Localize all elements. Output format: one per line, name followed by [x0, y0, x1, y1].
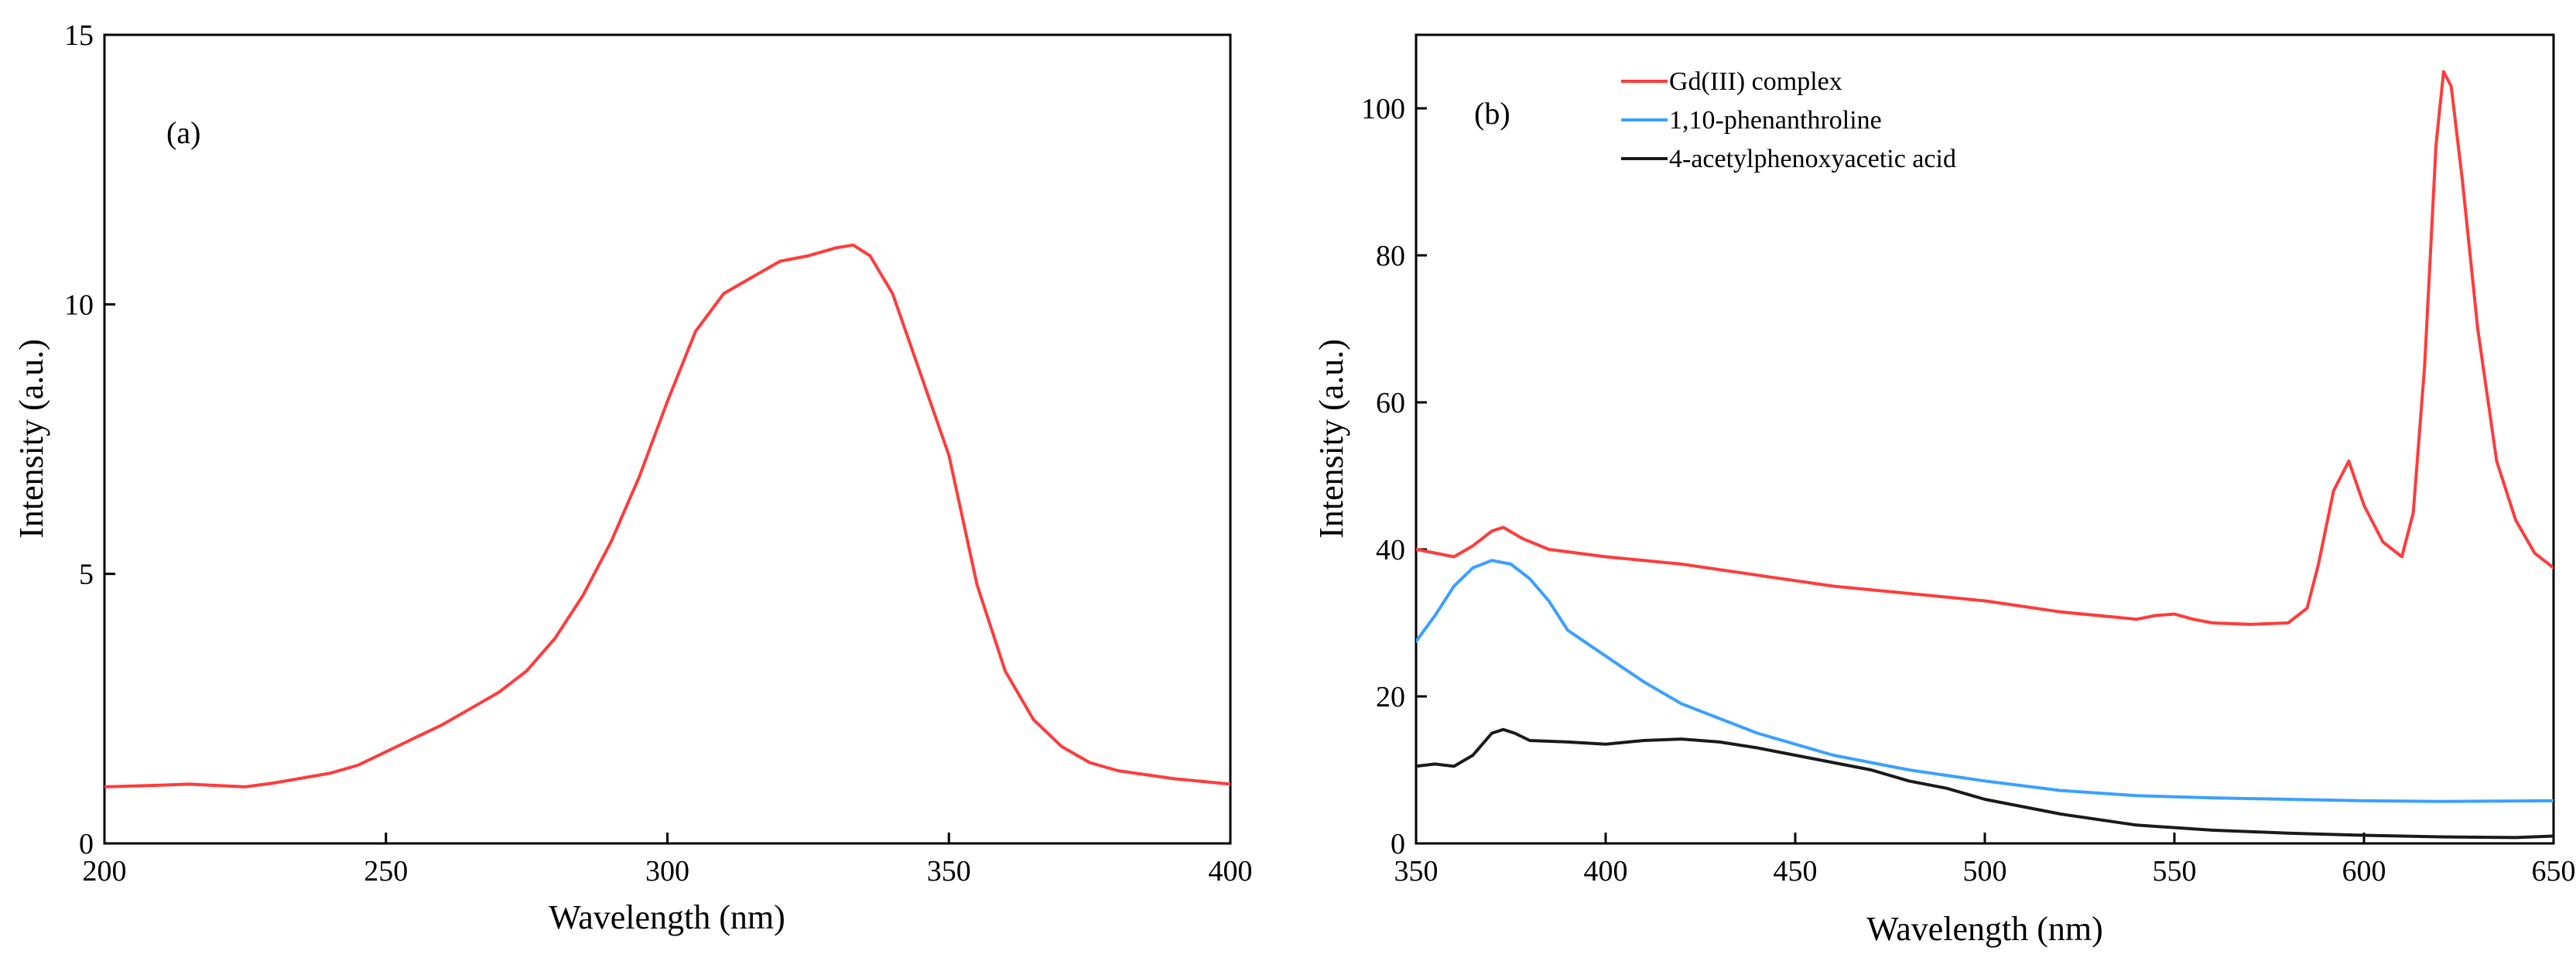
y-tick-label: 100: [1361, 93, 1405, 125]
x-tick-label: 600: [2342, 855, 2386, 888]
x-tick-label: 650: [2532, 855, 2576, 888]
x-tick-label: 400: [1209, 855, 1253, 888]
y-tick-label: 0: [1391, 828, 1405, 860]
x-tick-label: 400: [1584, 855, 1628, 888]
series-line: [1416, 727, 2554, 840]
y-tick-label: 10: [64, 289, 94, 321]
x-tick-label: 250: [364, 855, 408, 888]
panel-label: (b): [1474, 96, 1510, 131]
legend-label: 1,10-phenanthroline: [1669, 106, 1882, 135]
series-line: [104, 243, 1230, 788]
x-tick-label: 450: [1774, 855, 1818, 888]
y-tick-label: 15: [64, 19, 94, 52]
legend-label: 4-acetylphenoxyacetic acid: [1669, 145, 1956, 173]
panel-b: 350 400 450 500 550 600 650 0 20 40 60 80 100 Wavelen…: [1312, 33, 2576, 948]
y-axis-title: Intensity (a.u.): [12, 339, 50, 539]
y-axis-title: Intensity (a.u.): [1312, 339, 1350, 539]
x-tick-label: 550: [2153, 855, 2197, 888]
x-tick-label: 200: [83, 855, 127, 888]
y-tick-label: 20: [1376, 681, 1405, 713]
x-tick-label: 350: [927, 855, 971, 888]
panel-a: 200 250 300 350 400 0 5 10 15 Wavelength (nm) Inte…: [12, 19, 1253, 936]
y-tick-label: 0: [79, 828, 94, 860]
y-tick-label: 40: [1376, 534, 1405, 566]
panel-label: (a): [166, 115, 200, 150]
x-axis-title: Wavelength (nm): [1866, 910, 2103, 948]
legend: Gd(III) complex 1,10-phenanthroline 4-acet…: [1621, 67, 1956, 173]
x-tick-label: 300: [645, 855, 689, 888]
series-line: [1416, 559, 2554, 803]
plot-frame: [1415, 33, 2555, 845]
x-axis-title: Wavelength (nm): [549, 898, 785, 936]
x-tick-label: 350: [1394, 855, 1439, 888]
plot-frame: [103, 33, 1232, 845]
y-tick-label: 5: [79, 559, 94, 591]
x-tick-label: 500: [1963, 855, 2007, 888]
series-line: [1416, 70, 2554, 626]
y-tick-label: 60: [1376, 387, 1405, 419]
y-tick-label: 80: [1376, 240, 1405, 272]
legend-label: Gd(III) complex: [1669, 67, 1842, 96]
